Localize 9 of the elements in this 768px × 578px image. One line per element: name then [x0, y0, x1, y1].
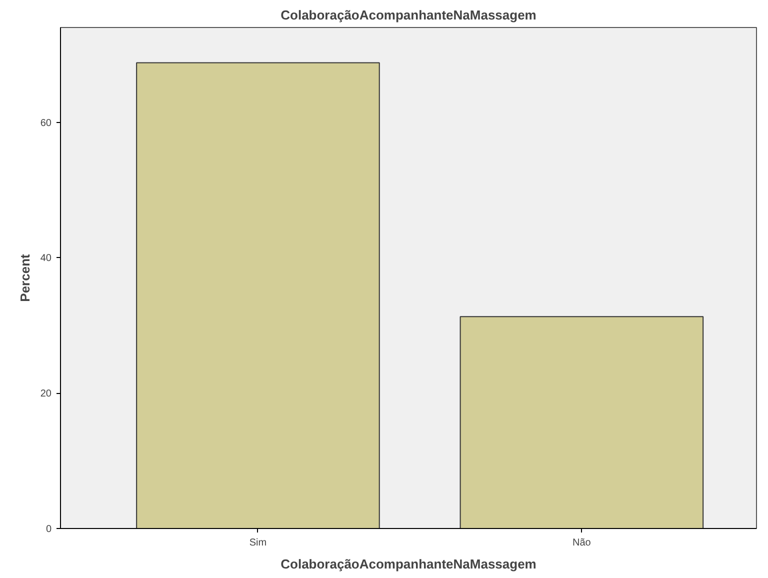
- y-tick-label: 20: [40, 388, 52, 400]
- y-tick-label: 60: [40, 118, 52, 129]
- x-axis-title: ColaboraçãoAcompanhanteNaMassagem: [280, 556, 536, 572]
- y-tick-label: 40: [40, 253, 52, 264]
- x-tick-label: Não: [572, 538, 592, 548]
- chart-title: ColaboraçãoAcompanhanteNaMassagem: [280, 8, 536, 22]
- y-axis-title: Percent: [17, 253, 32, 302]
- y-tick-label: 0: [46, 524, 52, 535]
- x-tick-label: Sim: [249, 538, 267, 548]
